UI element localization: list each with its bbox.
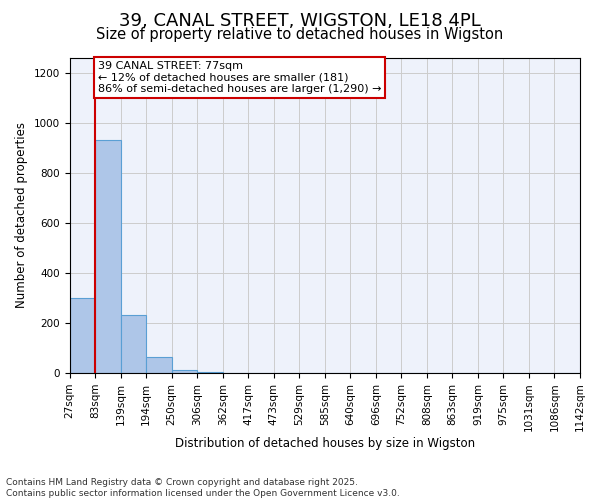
Bar [146, 358, 172, 373]
Text: 39, CANAL STREET, WIGSTON, LE18 4PL: 39, CANAL STREET, WIGSTON, LE18 4PL [119, 12, 481, 30]
Y-axis label: Number of detached properties: Number of detached properties [15, 122, 28, 308]
Bar [197, 372, 223, 373]
X-axis label: Distribution of detached houses by size in Wigston: Distribution of detached houses by size … [175, 437, 475, 450]
Text: Contains HM Land Registry data © Crown copyright and database right 2025.
Contai: Contains HM Land Registry data © Crown c… [6, 478, 400, 498]
Text: Size of property relative to detached houses in Wigston: Size of property relative to detached ho… [97, 28, 503, 42]
Bar [121, 315, 146, 373]
Bar [95, 140, 121, 373]
Text: 39 CANAL STREET: 77sqm
← 12% of detached houses are smaller (181)
86% of semi-de: 39 CANAL STREET: 77sqm ← 12% of detached… [98, 62, 381, 94]
Bar [70, 298, 95, 373]
Bar [172, 370, 197, 373]
